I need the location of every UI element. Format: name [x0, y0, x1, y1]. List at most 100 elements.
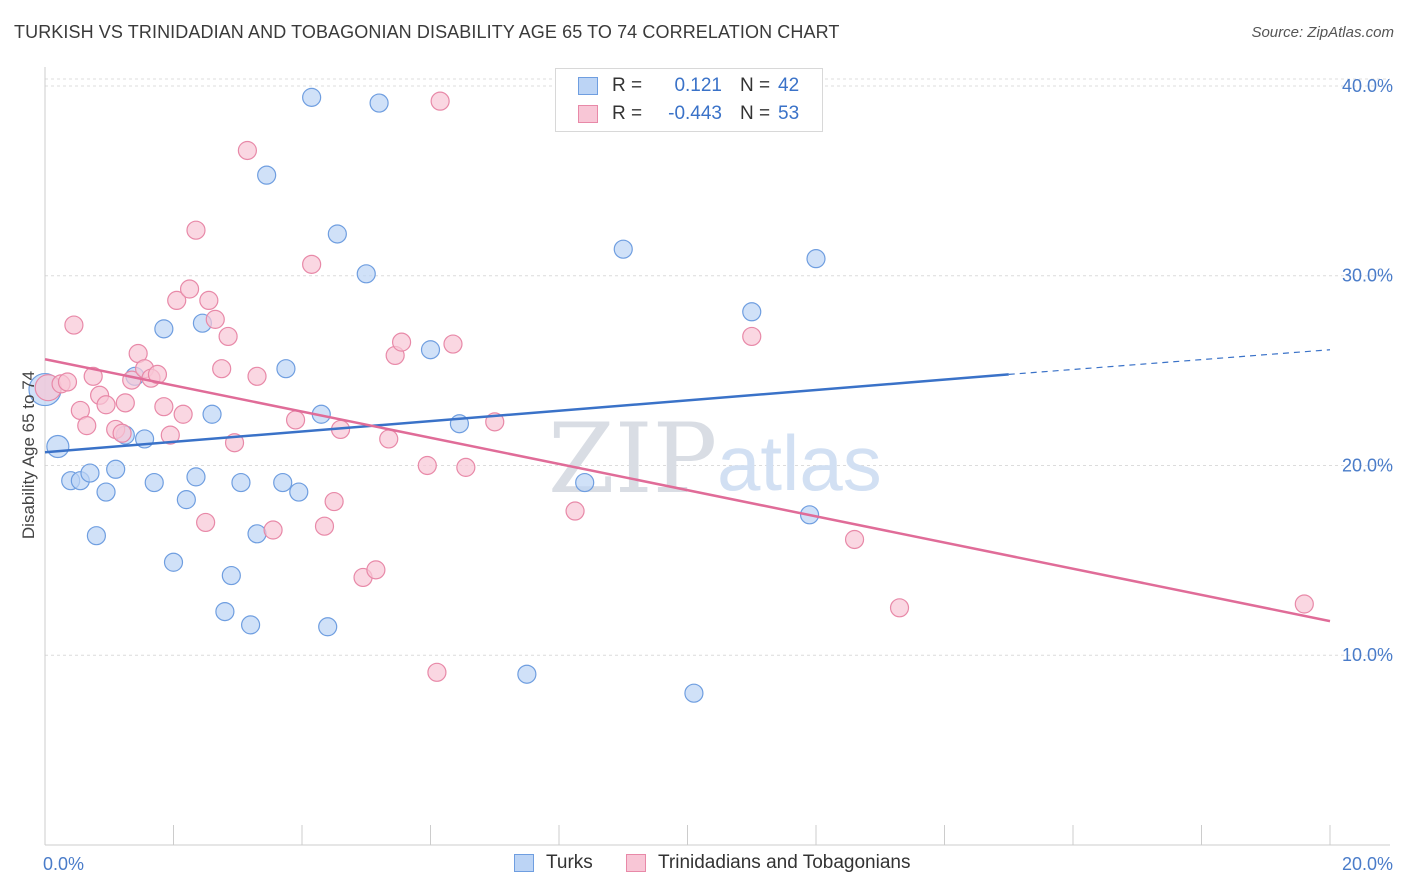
turks-point — [302, 87, 322, 107]
turks-point — [276, 359, 296, 379]
turks-point — [742, 302, 762, 322]
trini-point — [314, 516, 335, 536]
legend-r-label: R = — [612, 103, 643, 124]
turks-point — [202, 404, 222, 424]
turks-point — [46, 434, 70, 459]
turks-point — [420, 340, 441, 360]
y-tick-label: 30.0% — [1342, 266, 1393, 286]
trini-point — [417, 455, 437, 476]
turks-point — [106, 459, 126, 479]
y-tick-label: 20.0% — [1342, 455, 1393, 475]
trini-point — [179, 279, 200, 299]
trini-point — [427, 662, 447, 682]
turks-point — [289, 482, 309, 502]
trini-point — [112, 423, 132, 443]
trini-point — [96, 395, 116, 415]
trini-point — [1294, 594, 1314, 614]
trini-point — [443, 334, 463, 354]
x-tick-label: 0.0% — [43, 854, 84, 874]
turks-point — [247, 524, 267, 544]
trend-lines — [44, 349, 1331, 623]
trini-point — [205, 309, 225, 329]
trini-point — [285, 410, 306, 430]
y-tick-label: 10.0% — [1342, 645, 1393, 665]
legend-row-trini: R = -0.443 N = 53 — [578, 101, 799, 127]
trini-point — [742, 326, 762, 347]
turks-swatch — [514, 854, 534, 872]
trini-point — [167, 290, 187, 310]
trini-point — [77, 416, 97, 436]
turks-point — [221, 565, 241, 586]
trini-trend-line — [44, 357, 1331, 623]
trini-point — [160, 425, 180, 445]
trini-point — [391, 332, 412, 352]
legend-item-trini[interactable]: Trinidadians and Tobagonians — [626, 852, 910, 874]
legend-n-value: 42 — [778, 75, 800, 96]
trini-point — [456, 457, 476, 477]
turks-point — [144, 472, 164, 493]
trini-point — [186, 220, 206, 240]
grid-lines — [45, 78, 1390, 656]
turks-point — [257, 165, 277, 185]
legend-r-label: R = — [612, 75, 643, 96]
trini-point — [430, 91, 450, 111]
turks-point — [96, 482, 116, 502]
turks-point — [154, 319, 174, 339]
trini-point — [83, 366, 103, 386]
trini-point — [57, 372, 78, 392]
trini-point — [379, 429, 399, 449]
turks-point — [684, 683, 704, 703]
turks-point — [231, 472, 251, 493]
legend-n-value: 53 — [778, 103, 800, 124]
legend-item-turks[interactable]: Turks — [514, 852, 593, 874]
turks-point — [318, 617, 338, 637]
trini-point — [218, 326, 238, 347]
legend-r-value: 0.121 — [674, 75, 722, 96]
turks-point — [806, 249, 826, 269]
turks-point — [575, 472, 595, 493]
y-tick-label: 40.0% — [1342, 76, 1393, 96]
series-trini-points — [34, 91, 1314, 682]
turks-point — [215, 601, 235, 622]
turks-point — [273, 472, 293, 493]
trini-point — [64, 315, 84, 335]
trini-point — [263, 520, 283, 540]
trini-point — [237, 140, 257, 161]
turks-point — [369, 93, 389, 113]
trini-point — [366, 560, 386, 580]
series-turks-points — [28, 87, 826, 703]
trini-point — [565, 501, 585, 521]
turks-point — [327, 224, 347, 244]
turks-point — [80, 463, 100, 483]
turks-trend-extension — [1008, 349, 1331, 376]
x-tick-label: 20.0% — [1342, 854, 1393, 874]
trini-point — [154, 397, 174, 417]
chart-title: TURKISH VS TRINIDADIAN AND TOBAGONIAN DI… — [14, 22, 840, 42]
legend-label-turks: Turks — [546, 852, 593, 873]
turks-point — [186, 467, 206, 487]
trini-point — [302, 254, 322, 274]
trini-point — [196, 512, 216, 533]
legend-n-label: N = — [740, 75, 771, 96]
watermark-zip: ZIP — [548, 403, 717, 515]
source-label: Source: ZipAtlas.com — [1251, 24, 1394, 41]
trini-swatch — [626, 854, 646, 872]
trini-swatch — [578, 105, 598, 123]
turks-point — [613, 239, 633, 259]
trini-point — [844, 529, 865, 550]
tick-labels: 10.0% 20.0% 30.0% 40.0% 0.0% 20.0% — [43, 76, 1393, 874]
legend-r-value: -0.443 — [668, 103, 722, 124]
trini-point — [199, 290, 219, 310]
turks-point — [241, 615, 261, 635]
watermark: ZIP atlas — [548, 403, 882, 515]
turks-point — [517, 664, 537, 684]
turks-trend-line — [44, 373, 1009, 454]
trini-point — [115, 393, 135, 413]
y-axis-label: Disability Age 65 to 74 — [19, 371, 38, 539]
turks-swatch — [578, 77, 598, 95]
turks-point — [86, 526, 107, 546]
axes — [44, 67, 1390, 846]
trini-point — [889, 598, 910, 618]
trini-point — [212, 359, 232, 379]
